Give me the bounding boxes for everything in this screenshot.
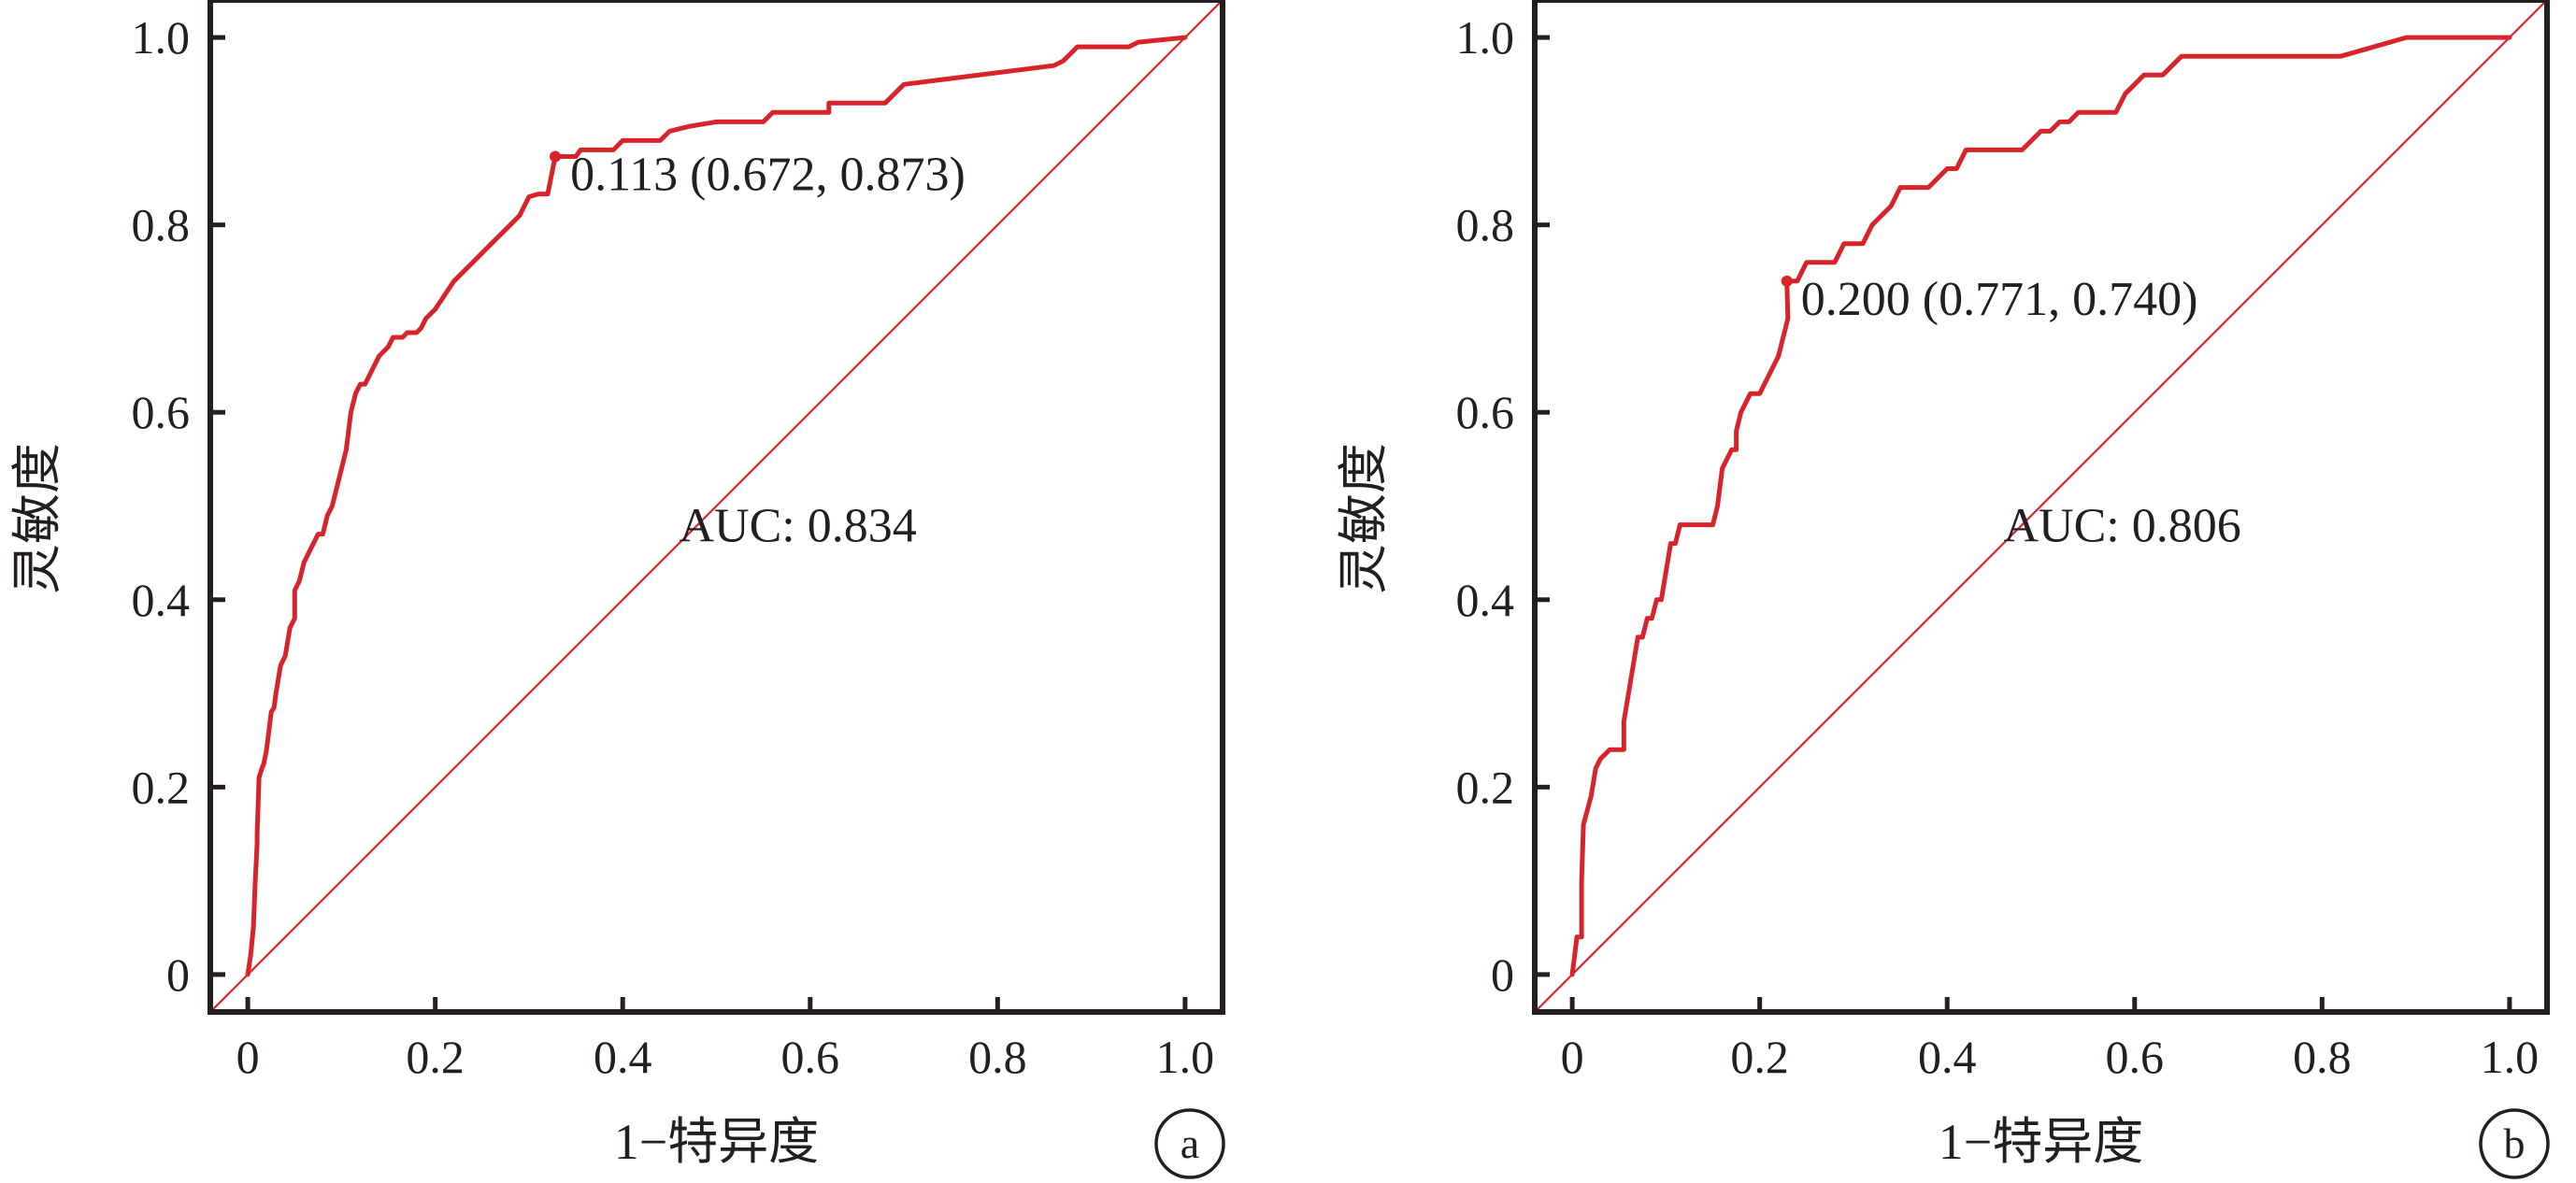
panel-b-x-tick-label: 0.8 [2293, 1031, 2352, 1083]
panel-a-y-tick-label: 0.6 [132, 386, 191, 438]
panel-a-y-tick-label: 1.0 [132, 11, 191, 64]
panel-a-x-tick-label: 0.8 [968, 1031, 1027, 1083]
panel-b-y-tick-label: 0.4 [1456, 574, 1515, 626]
panel-b-y-axis-label: 灵敏度 [1336, 443, 1392, 594]
panel-b-y-tick-label: 0 [1491, 948, 1514, 1001]
panel-b-y-tick-label: 0.8 [1456, 199, 1515, 251]
panel-a: 0 0.2 0.4 0.6 0.8 1.0 0 0.2 0.4 0.6 0.8 1.0 1−特异度 灵… [9, 0, 1225, 1179]
panel-a-letter: a [1181, 1119, 1199, 1167]
panel-b-x-tick-label: 0.2 [1730, 1031, 1789, 1083]
panel-b-x-axis-label: 1−特异度 [1939, 1114, 2143, 1170]
panel-a-roc-curve [245, 35, 1188, 977]
panel-b-x-tick-label: 0.4 [1918, 1031, 1977, 1083]
panel-a-y-tick-label: 0 [166, 948, 190, 1001]
panel-a-y-tick-label: 0.8 [132, 199, 191, 251]
panel-a-x-tick-label: 0.2 [406, 1031, 465, 1083]
panel-a-axes-frame [208, 0, 1225, 1015]
panel-a-cutoff-marker [550, 150, 562, 163]
panel-b-y-tick-label: 1.0 [1456, 11, 1515, 64]
panel-a-x-tick-label: 0.4 [594, 1031, 652, 1083]
panel-a-reference-diagonal [210, 0, 1223, 1012]
panel-a-x-axis-label: 1−特异度 [614, 1114, 819, 1170]
panel-b-y-tick-label: 0.6 [1456, 386, 1515, 438]
panel-b-roc-curve [1569, 35, 2512, 977]
panel-a-auc-label: AUC: 0.834 [680, 500, 917, 553]
panel-b-letter-circle [2479, 1108, 2550, 1179]
panel-b-auc-label: AUC: 0.806 [2004, 500, 2241, 553]
panel-b-axes-frame [1532, 0, 2550, 1015]
panel-b: 0 0.2 0.4 0.6 0.8 1.0 0 0.2 0.4 0.6 0.8 1.0 1−特异度 灵… [1336, 0, 2550, 1179]
panel-b-letter: b [2504, 1119, 2526, 1167]
panel-a-letter-circle [1154, 1108, 1225, 1179]
panel-b-x-tick-label: 0 [1561, 1031, 1584, 1083]
panel-a-x-tick-label: 0.6 [781, 1031, 840, 1083]
panel-a-y-tick-label: 0.4 [132, 574, 191, 626]
panel-a-y-tick-label: 0.2 [132, 761, 191, 813]
panel-b-cutoff-label: 0.200 (0.771, 0.740) [1801, 273, 2198, 326]
panel-a-plot-area: 0 0.2 0.4 0.6 0.8 1.0 0 0.2 0.4 0.6 0.8 1.0 [132, 0, 1225, 1083]
panel-b-x-tick-label: 0.6 [2106, 1031, 2165, 1083]
panel-a-x-tick-label: 0 [236, 1031, 260, 1083]
panel-b-cutoff-marker [1781, 275, 1793, 287]
panel-a-y-axis-label: 灵敏度 [9, 443, 65, 594]
panel-b-plot-area: 0 0.2 0.4 0.6 0.8 1.0 0 0.2 0.4 0.6 0.8 1.0 [1456, 0, 2550, 1083]
panel-a-cutoff-label: 0.113 (0.672, 0.873) [570, 149, 966, 202]
panel-b-reference-diagonal [1535, 0, 2547, 1012]
panel-b-x-tick-label: 1.0 [2481, 1031, 2540, 1083]
panel-b-y-tick-label: 0.2 [1456, 761, 1515, 813]
panel-a-x-tick-label: 1.0 [1156, 1031, 1215, 1083]
